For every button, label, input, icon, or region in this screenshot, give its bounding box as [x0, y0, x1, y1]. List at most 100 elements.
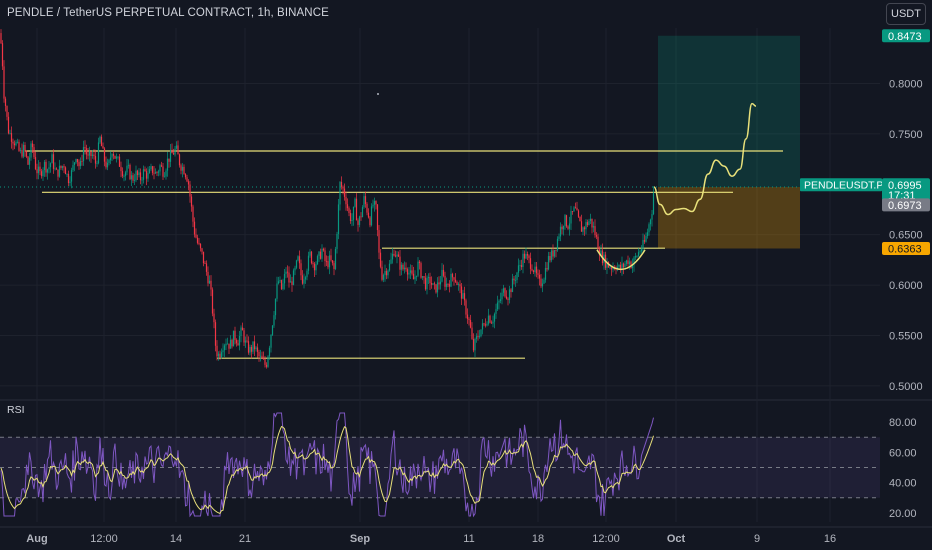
- candle-body: [571, 211, 574, 212]
- candle-body: [364, 196, 367, 204]
- candle-body: [160, 165, 163, 167]
- candle-body: [108, 160, 110, 163]
- candle-body: [417, 261, 419, 276]
- candle-body: [568, 223, 571, 229]
- candle-body: [43, 161, 46, 171]
- candle-body: [46, 169, 49, 173]
- candle-body: [253, 341, 256, 350]
- candle-body: [466, 314, 469, 319]
- candle-body: [304, 277, 307, 280]
- candle-body: [100, 136, 103, 147]
- candle-body: [18, 141, 20, 151]
- candle-body: [106, 162, 109, 168]
- candle-body: [64, 167, 67, 175]
- candle-body: [187, 181, 190, 185]
- candle-body: [624, 263, 626, 268]
- candle-body: [415, 275, 418, 277]
- candle-body: [153, 172, 155, 174]
- candle-body: [505, 296, 508, 299]
- candle-body: [265, 364, 268, 367]
- candle-body: [369, 217, 371, 226]
- candle-body: [219, 353, 221, 358]
- candle-body: [451, 273, 454, 278]
- candle-body: [78, 162, 80, 167]
- candle-body: [534, 266, 536, 273]
- candle-body: [442, 269, 445, 276]
- candle-body: [231, 339, 233, 347]
- candle-body: [438, 282, 440, 285]
- candle-body: [390, 259, 392, 264]
- candle-body: [94, 156, 97, 164]
- candle-body: [237, 343, 239, 346]
- candle-body: [487, 315, 490, 324]
- candle-body: [54, 168, 56, 170]
- candle-body: [333, 263, 335, 269]
- candle-body: [10, 133, 13, 142]
- candle-body: [223, 345, 226, 351]
- candle-body: [291, 281, 293, 285]
- candle-body: [163, 176, 166, 178]
- candle-body: [355, 198, 358, 221]
- price-tag: [882, 178, 930, 192]
- candle-body: [481, 323, 484, 330]
- candle-body: [325, 261, 328, 262]
- candle-body: [583, 227, 586, 230]
- candle-body: [135, 170, 137, 181]
- candle-body: [646, 232, 649, 237]
- candle-body: [639, 251, 641, 253]
- candle-body: [396, 254, 398, 257]
- candle-body: [526, 254, 529, 256]
- candle-body: [435, 284, 437, 293]
- candle-body: [516, 272, 518, 280]
- candle-body: [393, 253, 395, 256]
- candle-body: [93, 154, 95, 157]
- time-tick-label: Oct: [667, 533, 686, 545]
- candle-body: [618, 265, 620, 267]
- candle-body: [133, 180, 136, 181]
- candle-body: [154, 172, 157, 174]
- candle-body: [469, 320, 472, 328]
- candle-body: [145, 171, 148, 179]
- time-tick-label: 18: [532, 533, 544, 545]
- candle-body: [130, 175, 133, 180]
- candle-body: [441, 269, 443, 282]
- candle-body: [609, 267, 611, 269]
- time-tick-label: 11: [463, 533, 474, 545]
- candle-body: [288, 272, 290, 283]
- candle-body: [220, 352, 223, 358]
- candle-body: [510, 289, 512, 293]
- candle-body: [234, 330, 236, 341]
- candle-body: [631, 264, 634, 269]
- candle-body: [85, 148, 88, 155]
- time-tick-label: Aug: [26, 533, 47, 545]
- candle-body: [180, 165, 182, 171]
- candle-body: [171, 149, 173, 154]
- candle-body: [343, 188, 346, 197]
- candle-body: [339, 181, 341, 205]
- candle-body: [345, 196, 347, 205]
- currency-button[interactable]: USDT: [886, 3, 926, 25]
- candle-body: [303, 279, 305, 284]
- candle-body: [268, 347, 271, 357]
- candle-body: [88, 151, 91, 156]
- candle-body: [574, 207, 577, 209]
- candle-body: [271, 325, 274, 335]
- price-tick-label: 0.5500: [889, 330, 923, 342]
- candle-body: [418, 261, 421, 264]
- candle-body: [148, 169, 151, 174]
- candle-body: [615, 269, 617, 270]
- price-tag: [882, 29, 930, 43]
- candle-body: [432, 283, 434, 285]
- candle-body: [537, 273, 539, 275]
- candle-body: [372, 204, 374, 207]
- candle-body: [523, 253, 526, 259]
- candle-body: [562, 225, 565, 230]
- long-position-stop-zone: [658, 186, 800, 249]
- candle-body: [174, 148, 176, 155]
- candle-body: [595, 235, 598, 237]
- candle-body: [181, 166, 184, 171]
- candle-body: [600, 250, 602, 256]
- candle-body: [147, 173, 149, 179]
- candle-body: [331, 260, 334, 264]
